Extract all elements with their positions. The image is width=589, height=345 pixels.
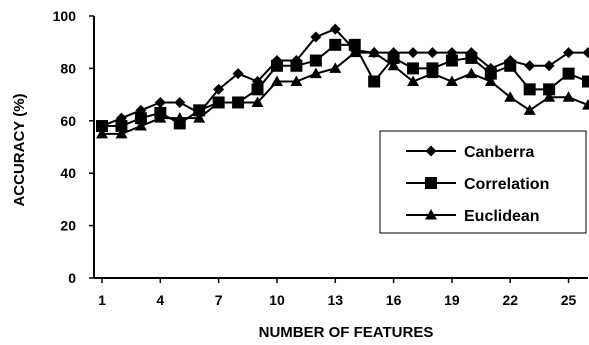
legend-marker-euclidean — [425, 209, 437, 220]
data-point-euclidean — [96, 127, 108, 139]
data-point-correlation — [562, 67, 575, 80]
x-tick-label: 1 — [98, 292, 106, 308]
data-point-euclidean — [212, 96, 225, 107]
data-point-euclidean — [426, 67, 439, 79]
data-point-correlation — [465, 51, 478, 64]
data-point-correlation — [329, 38, 342, 51]
data-point-correlation — [134, 112, 147, 125]
data-point-euclidean — [115, 127, 128, 139]
data-point-correlation — [504, 59, 517, 72]
data-point-euclidean — [290, 75, 303, 86]
x-tick-label: 16 — [386, 292, 402, 308]
x-tick-label: 4 — [156, 292, 164, 308]
data-point-euclidean — [504, 91, 517, 102]
legend: Canberra Correlation Euclidean — [379, 130, 587, 234]
data-point-correlation — [387, 51, 400, 64]
data-point-correlation — [582, 75, 589, 88]
legend-marker-correlation — [425, 177, 437, 189]
data-point-canberra — [426, 47, 438, 59]
data-point-canberra — [329, 23, 341, 35]
y-tick-label: 100 — [53, 8, 77, 24]
y-axis-ticks: 0 20 40 60 80 100 — [53, 8, 94, 286]
data-point-correlation — [309, 54, 322, 67]
data-point-euclidean — [270, 75, 283, 86]
x-tick-label: 19 — [444, 292, 460, 308]
data-point-correlation — [115, 120, 128, 133]
data-point-euclidean — [329, 62, 342, 73]
data-point-canberra — [213, 83, 225, 95]
data-point-euclidean — [154, 112, 167, 123]
data-point-correlation — [484, 67, 497, 80]
data-point-correlation — [543, 83, 556, 96]
y-axis-title: ACCURACY (%) — [11, 93, 28, 206]
data-point-euclidean — [251, 96, 264, 107]
data-point-correlation — [407, 62, 420, 75]
data-point-euclidean — [173, 112, 186, 123]
data-point-correlation — [290, 59, 303, 72]
x-axis-ticks: 1 4 7 10 13 16 19 22 25 — [98, 278, 577, 308]
data-point-canberra — [524, 60, 536, 72]
data-point-euclidean — [543, 91, 556, 102]
data-point-euclidean — [134, 120, 147, 131]
data-point-euclidean — [348, 46, 361, 58]
data-point-euclidean — [407, 75, 420, 86]
legend-label-euclidean: Euclidean — [464, 208, 540, 225]
data-point-canberra — [563, 47, 575, 59]
legend-label-correlation: Correlation — [464, 176, 549, 193]
data-point-euclidean — [582, 99, 589, 110]
x-tick-label: 13 — [327, 292, 343, 308]
data-point-euclidean — [309, 67, 322, 79]
data-point-euclidean — [193, 112, 206, 123]
data-point-canberra — [310, 31, 322, 43]
x-tick-label: 7 — [215, 292, 223, 308]
x-tick-label: 10 — [269, 292, 285, 308]
data-point-euclidean — [387, 59, 400, 71]
data-point-correlation — [523, 83, 536, 96]
axes: 1 4 7 10 13 16 19 22 25 0 20 40 60 80 100 — [53, 8, 588, 308]
data-point-euclidean — [562, 91, 575, 102]
y-tick-label: 0 — [68, 270, 76, 286]
x-axis-title: NUMBER OF FEATURES — [259, 324, 434, 341]
legend-label-canberra: Canberra — [464, 144, 534, 161]
data-point-euclidean — [368, 46, 381, 58]
legend-item-correlation: Correlation — [406, 176, 549, 193]
data-point-canberra — [407, 47, 419, 59]
data-point-correlation — [251, 83, 264, 96]
legend-item-euclidean: Euclidean — [406, 208, 540, 225]
data-point-euclidean — [523, 104, 536, 115]
data-point-euclidean — [232, 96, 245, 107]
data-point-correlation — [368, 75, 381, 88]
data-point-correlation — [96, 120, 108, 133]
data-point-canberra — [174, 96, 186, 108]
data-point-euclidean — [445, 75, 458, 86]
legend-item-canberra: Canberra — [406, 144, 534, 161]
legend-items: Canberra Correlation Euclidean — [406, 144, 549, 225]
y-tick-label: 40 — [60, 165, 76, 181]
data-point-canberra — [582, 47, 589, 59]
series-euclidean — [96, 46, 589, 139]
data-point-euclidean — [465, 67, 478, 79]
x-tick-label: 22 — [502, 292, 518, 308]
x-tick-label: 25 — [561, 292, 577, 308]
plot-area — [96, 23, 589, 139]
data-point-correlation — [270, 59, 283, 72]
y-tick-label: 20 — [60, 218, 76, 234]
y-tick-label: 80 — [60, 60, 76, 76]
data-point-correlation — [193, 104, 206, 117]
data-point-canberra — [154, 96, 166, 108]
data-point-correlation — [445, 54, 458, 67]
data-point-correlation — [348, 38, 361, 51]
data-point-euclidean — [484, 75, 497, 86]
y-tick-label: 60 — [60, 113, 76, 129]
data-point-canberra — [232, 68, 244, 80]
legend-marker-canberra — [425, 145, 437, 157]
data-point-canberra — [543, 60, 555, 72]
